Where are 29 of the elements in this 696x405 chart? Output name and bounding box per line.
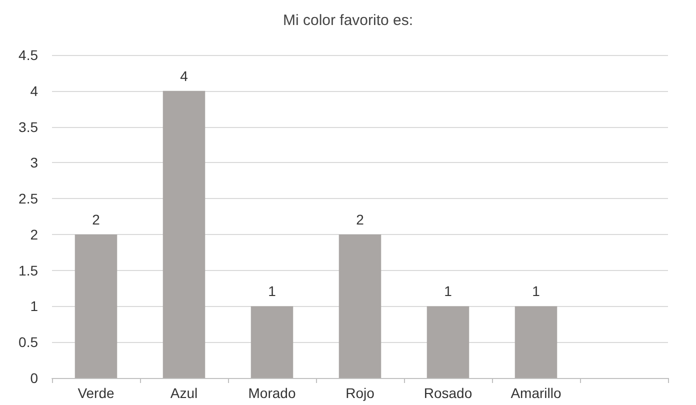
bar bbox=[162, 90, 206, 378]
y-tick-label: 4.5 bbox=[18, 47, 38, 63]
y-tick-label: 1 bbox=[30, 298, 38, 314]
x-tick-label: Verde bbox=[78, 385, 115, 401]
data-label: 1 bbox=[444, 283, 452, 300]
y-tick-label: 0 bbox=[30, 370, 38, 386]
x-tick-label: Rojo bbox=[346, 385, 375, 401]
y-tick-label: 2 bbox=[30, 226, 38, 242]
chart-title: Mi color favorito es: bbox=[282, 12, 414, 29]
data-label: 4 bbox=[180, 68, 188, 84]
y-tick-label: 3 bbox=[30, 154, 38, 171]
x-tick-label: Rosado bbox=[424, 385, 472, 401]
bar bbox=[250, 306, 294, 378]
data-label: 1 bbox=[268, 283, 276, 300]
x-tick-label: Amarillo bbox=[510, 385, 562, 401]
y-tick-label: 1.5 bbox=[18, 262, 38, 278]
x-tick-label: Azul bbox=[170, 385, 198, 401]
y-tick-label: 0.5 bbox=[18, 334, 38, 350]
x-tick-label: Morado bbox=[248, 385, 296, 401]
bar bbox=[74, 234, 118, 378]
data-label: 2 bbox=[92, 211, 100, 228]
bar bbox=[338, 234, 382, 378]
data-label: 1 bbox=[532, 283, 540, 300]
y-tick-label: 3.5 bbox=[18, 118, 38, 135]
y-tick-label: 2.5 bbox=[18, 190, 38, 207]
data-label: 2 bbox=[356, 211, 364, 228]
bar bbox=[426, 306, 470, 378]
bar bbox=[514, 306, 558, 378]
y-tick-label: 4 bbox=[30, 82, 38, 99]
